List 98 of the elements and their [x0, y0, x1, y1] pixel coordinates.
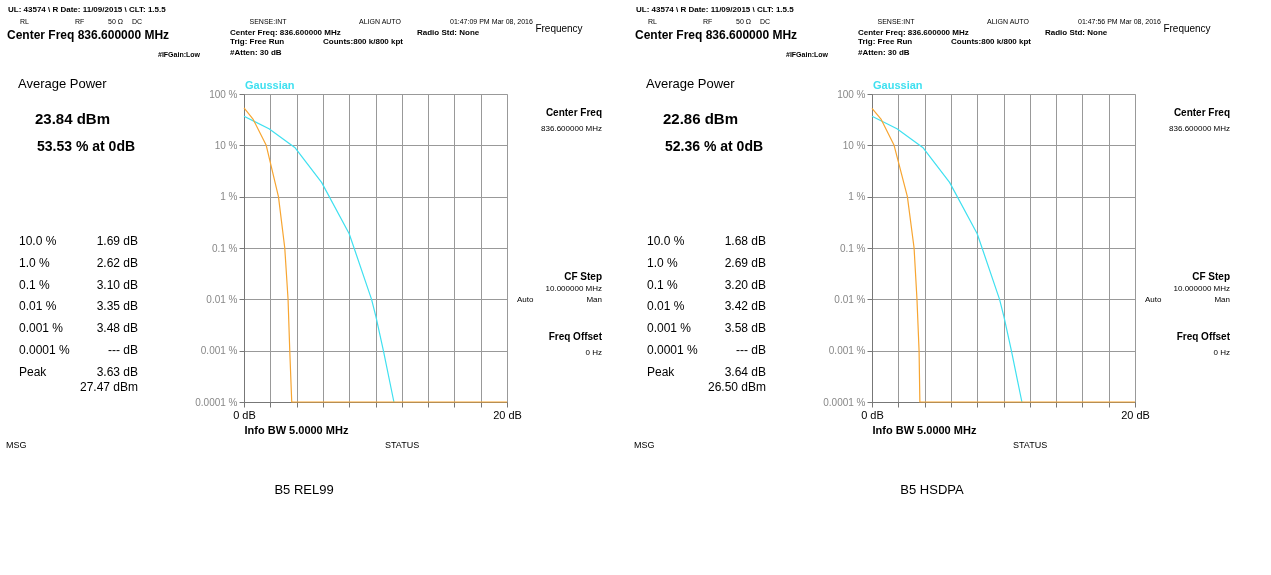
text: 1.0 %	[19, 255, 51, 270]
text: Freq Offset	[548, 331, 603, 342]
text: Auto	[1145, 295, 1163, 304]
text: Frequency	[535, 23, 583, 34]
y-tick-label: 0.0001 %	[195, 396, 238, 408]
text: --- dB	[736, 343, 766, 357]
text: 0.0001 %	[647, 343, 699, 357]
text: 3.64 dB	[724, 364, 766, 379]
text: MSG	[6, 440, 27, 450]
text: Trig: Free Run	[858, 37, 913, 46]
text: 836.600000 MHz	[541, 124, 602, 133]
text: 3.42 dB	[724, 299, 766, 314]
text: UL: 43574 \ R Date: 11/09/2015 \ CLT: 1.5.5	[636, 5, 795, 14]
text: 2.69 dB	[724, 255, 766, 270]
y-tick-label: 0.01 %	[206, 293, 238, 305]
text: Center Freq 836.600000 MHz	[7, 28, 170, 42]
text: Freq Offset	[1176, 331, 1231, 342]
text: --- dB	[108, 343, 138, 357]
text: Center Freq: 836.600000 MHz	[230, 28, 341, 37]
x-tick-label: 20 dB	[1121, 408, 1150, 421]
y-tick-label: 0.01 %	[834, 293, 866, 305]
text: 0.1 %	[647, 277, 679, 292]
text: Center Freq	[1173, 107, 1230, 118]
text: CF Step	[564, 271, 602, 282]
text: Center Freq: 836.600000 MHz	[858, 28, 969, 37]
text: Trig: Free Run	[230, 37, 285, 46]
y-tick-label: 0.1 %	[211, 242, 238, 254]
text: 3.20 dB	[724, 277, 766, 292]
y-tick-label: 0.001 %	[828, 345, 866, 357]
x-axis-title: Info BW 5.0000 MHz	[244, 423, 349, 436]
text: 10.000000 MHz	[545, 284, 602, 293]
text: Auto	[517, 295, 535, 304]
text: 3.10 dB	[96, 277, 138, 292]
text: 0 Hz	[585, 348, 602, 357]
text: Gaussian	[873, 79, 923, 91]
text: 26.50 dBm	[707, 380, 766, 394]
text: 22.86 dBm	[663, 110, 739, 127]
text: 0.001 %	[19, 321, 64, 336]
text: Peak	[647, 364, 676, 379]
text: 53.53 % at 0dB	[37, 138, 136, 154]
text: #Atten: 30 dB	[858, 48, 910, 57]
text: STATUS	[385, 440, 420, 450]
text: 3.58 dB	[724, 321, 766, 336]
text: Counts:800 k/800 kpt	[951, 37, 1032, 46]
text: 10.000000 MHz	[1173, 284, 1230, 293]
text: Man	[1214, 295, 1230, 304]
text: Center Freq	[545, 107, 602, 118]
text: 10.0 %	[19, 234, 57, 248]
y-tick-label: 0.001 %	[200, 345, 238, 357]
y-tick-label: 100 %	[209, 88, 238, 100]
y-tick-label: 0.0001 %	[823, 396, 866, 408]
text: 3.63 dB	[96, 364, 138, 379]
text: Radio Std: None	[1045, 28, 1108, 37]
line-series	[243, 115, 395, 403]
text: 0.01 %	[19, 299, 57, 314]
text: Peak	[19, 364, 48, 379]
text: CF Step	[1192, 271, 1230, 282]
text: Man	[586, 295, 602, 304]
text: Average Power	[646, 76, 736, 91]
text: 3.35 dB	[96, 299, 138, 314]
x-tick-label: 0 dB	[233, 408, 256, 421]
text: 10.0 %	[647, 234, 685, 248]
y-tick-label: 10 %	[842, 139, 866, 151]
text: 0 Hz	[1213, 348, 1230, 357]
text: 0.1 %	[19, 277, 51, 292]
y-tick-label: 1 %	[220, 191, 238, 203]
text: 2.62 dB	[96, 255, 138, 270]
text: #Atten: 30 dB	[230, 48, 282, 57]
text: 52.36 % at 0dB	[665, 138, 764, 154]
text: B5 HSDPA	[900, 482, 964, 497]
text: 0.001 %	[647, 321, 692, 336]
text: Center Freq 836.600000 MHz	[635, 28, 798, 42]
y-tick-label: 1 %	[848, 191, 866, 203]
y-tick-label: 0.1 %	[839, 242, 866, 254]
text: 0.0001 %	[19, 343, 71, 357]
text: MSG	[634, 440, 655, 450]
text: UL: 43574 \ R Date: 11/09/2015 \ CLT: 1.5.5	[8, 5, 167, 14]
text: 0.01 %	[647, 299, 685, 314]
text: Counts:800 k/800 kpt	[323, 37, 404, 46]
text: 1.68 dB	[724, 234, 766, 248]
text: Average Power	[18, 76, 108, 91]
text: Radio Std: None	[417, 28, 480, 37]
text: 836.600000 MHz	[1169, 124, 1230, 133]
x-tick-label: 20 dB	[493, 408, 522, 421]
y-tick-label: 100 %	[837, 88, 866, 100]
text: 23.84 dBm	[35, 110, 111, 127]
line-series	[871, 115, 1023, 403]
text: Gaussian	[245, 79, 295, 91]
y-tick-label: 10 %	[214, 139, 238, 151]
text: Frequency	[1163, 23, 1211, 34]
text: 1.69 dB	[96, 234, 138, 248]
text: B5 REL99	[274, 482, 334, 497]
x-tick-label: 0 dB	[861, 408, 884, 421]
text: 27.47 dBm	[79, 380, 138, 394]
text: STATUS	[1013, 440, 1048, 450]
x-axis-title: Info BW 5.0000 MHz	[872, 423, 977, 436]
text: 3.48 dB	[96, 321, 138, 336]
text: 1.0 %	[647, 255, 679, 270]
